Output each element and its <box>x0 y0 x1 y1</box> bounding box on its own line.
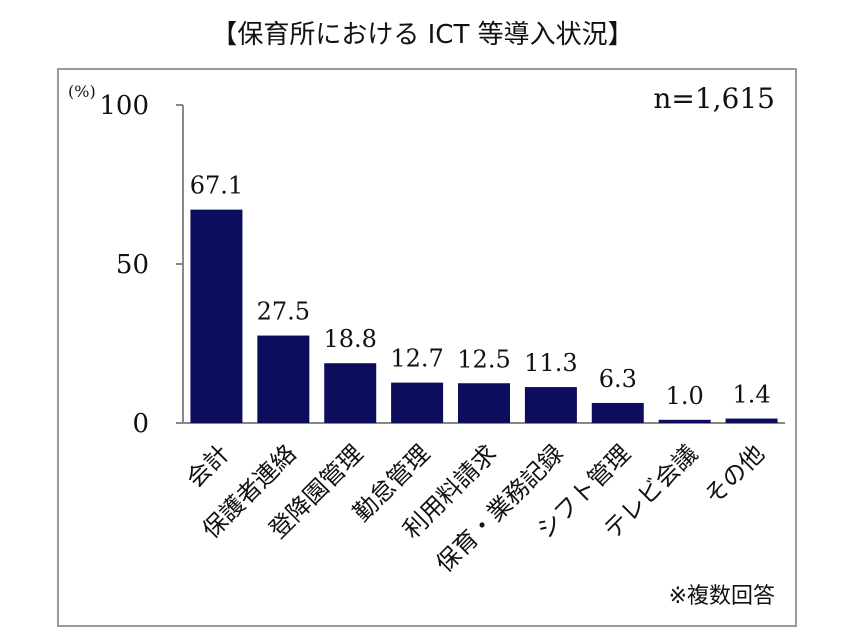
chart-frame <box>57 68 797 627</box>
category-label: その他 <box>699 439 770 510</box>
value-label: 11.3 <box>524 349 577 377</box>
category-label: 会計 <box>181 439 235 493</box>
value-label: 6.3 <box>599 365 637 393</box>
value-label: 12.5 <box>457 345 510 373</box>
bar <box>458 383 510 423</box>
note-label: ※複数回答 <box>669 584 775 609</box>
bar <box>524 387 577 423</box>
y-axis-label: (%) <box>68 82 96 101</box>
value-label: 1.0 <box>666 382 704 410</box>
y-tick-label: 0 <box>132 409 149 439</box>
bar <box>324 363 377 423</box>
y-tick-label: 100 <box>99 91 149 121</box>
value-label: 1.4 <box>732 381 770 409</box>
value-label: 27.5 <box>257 298 310 326</box>
bar <box>190 209 243 423</box>
bar <box>391 382 444 423</box>
chart-title: 【保育所における ICT 等導入状況】 <box>211 20 634 50</box>
bar <box>725 418 778 423</box>
value-label: 18.8 <box>324 325 377 353</box>
sample-size-label: n=1,615 <box>653 82 775 115</box>
value-label: 67.1 <box>190 172 243 200</box>
value-label: 12.7 <box>390 345 443 373</box>
bar <box>591 402 644 423</box>
y-tick-label: 50 <box>116 250 149 280</box>
bar <box>658 419 711 423</box>
bar <box>257 335 310 423</box>
